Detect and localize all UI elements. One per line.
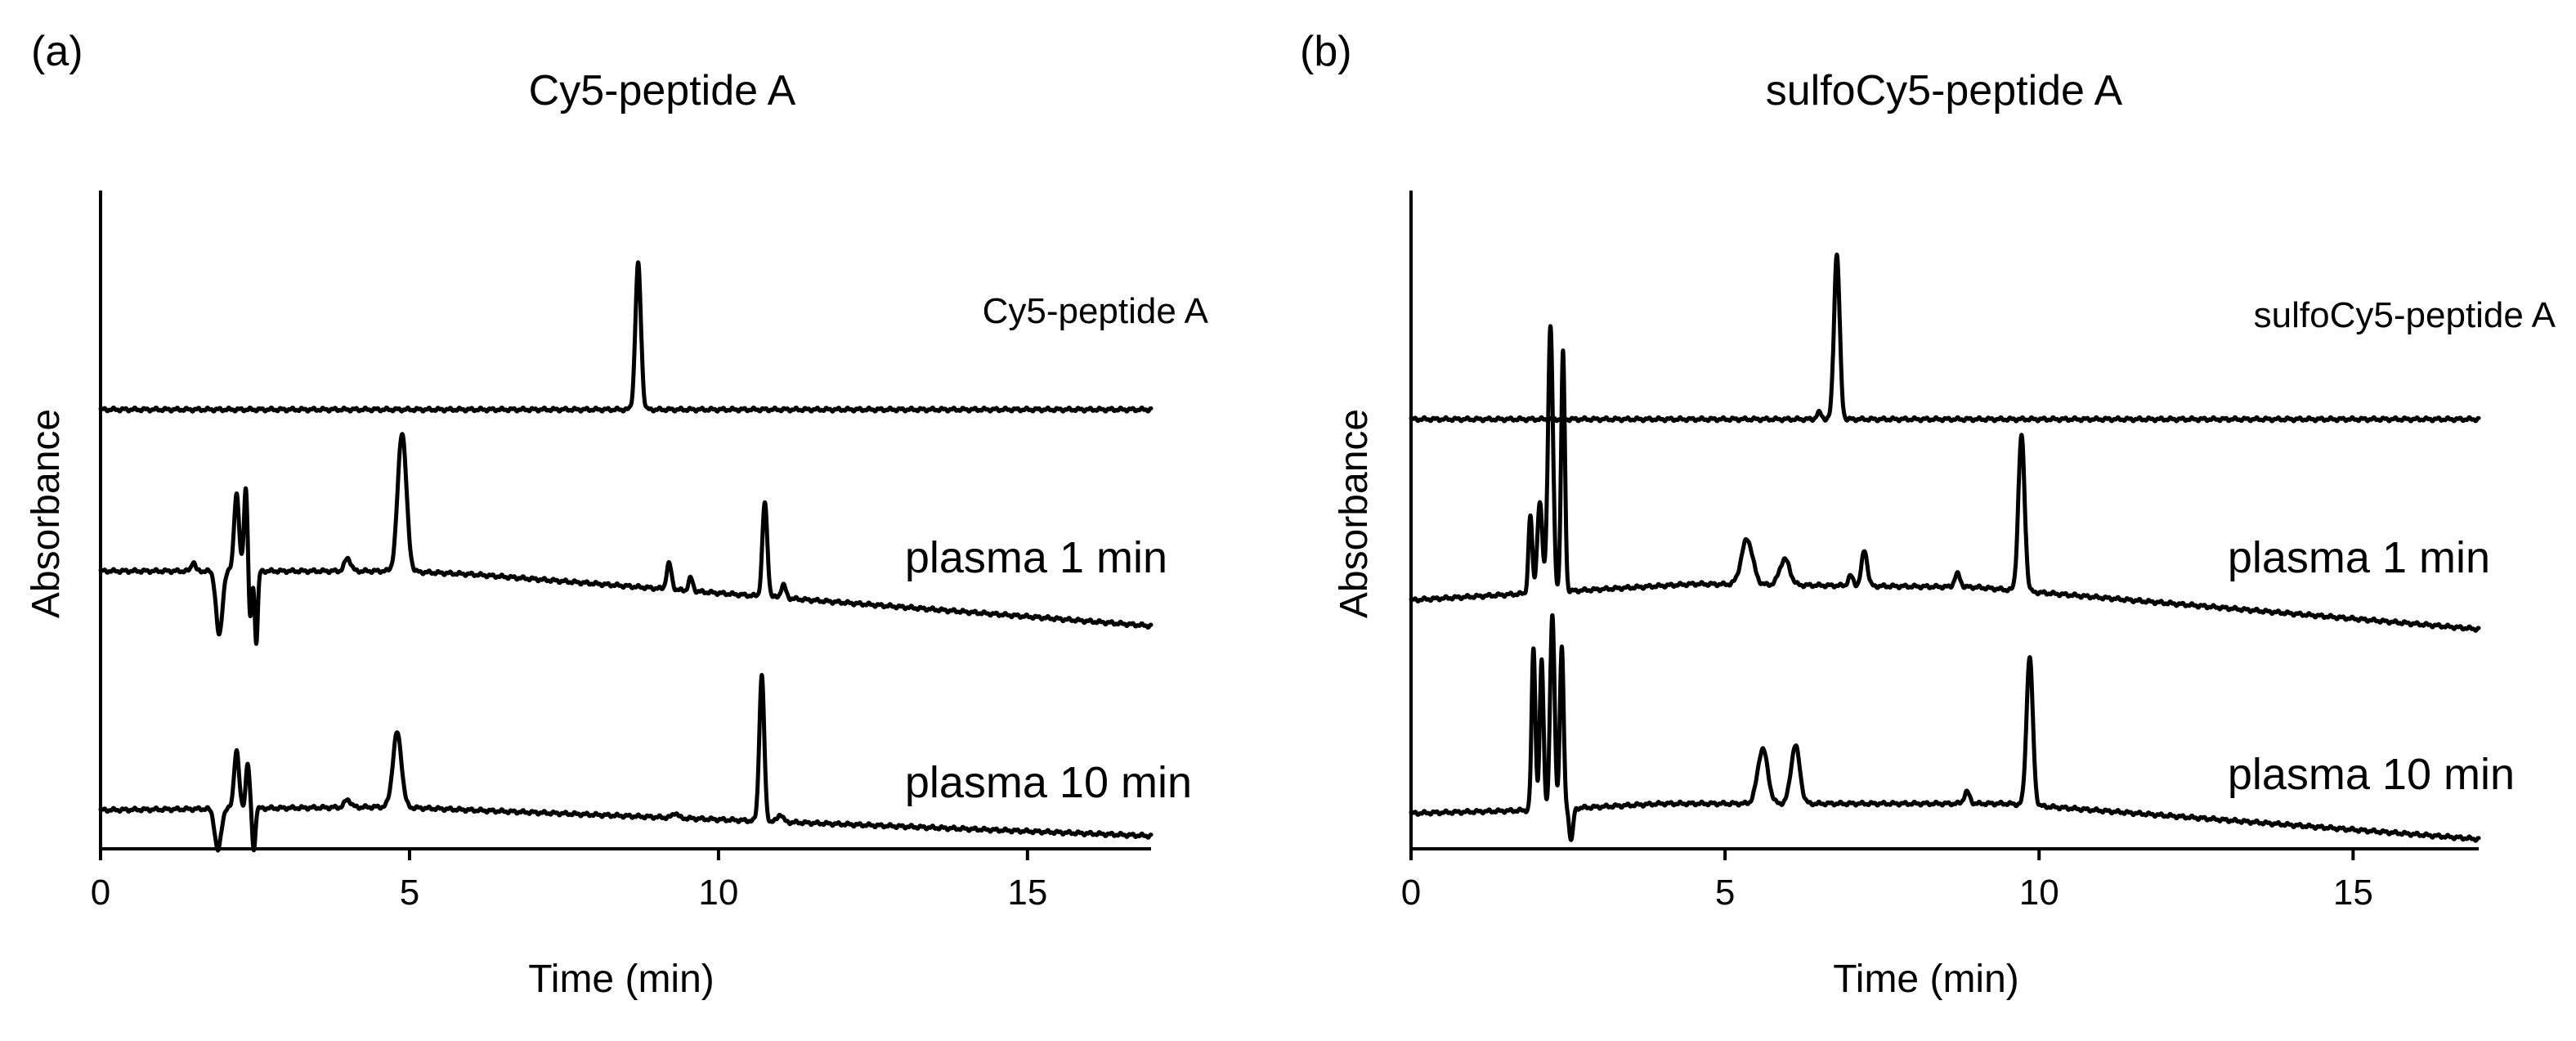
panel-a: (a) Cy5-peptide A Absorbance Time (min) … <box>25 28 1209 1001</box>
panel-a-trace-standard <box>98 260 1154 414</box>
panel-b-x-tick-label-0: 0 <box>1401 873 1421 913</box>
panel-a-x-tick-label-5: 5 <box>400 873 419 913</box>
panel-a-traces <box>98 260 1154 853</box>
panel-b-y-axis-label: Absorbance <box>1333 409 1376 618</box>
panel-b-traces <box>1409 252 2481 843</box>
panel-a-trace-plasma-10min <box>98 672 1154 853</box>
panel-a-trace-label-plasma-10min: plasma 10 min <box>905 758 1192 807</box>
panel-a-x-tick-label-10: 10 <box>698 873 738 913</box>
panel-a-y-axis-label: Absorbance <box>25 409 68 618</box>
panel-b: (b) sulfoCy5-peptide A Absorbance Time (… <box>1300 28 2556 1001</box>
panel-b-trace-plasma-10min <box>1409 612 2481 843</box>
panel-b-trace-label-plasma-1min: plasma 1 min <box>2228 533 2490 582</box>
panel-b-x-tick-label-10: 10 <box>2019 873 2059 913</box>
panel-b-x-tick-label-15: 15 <box>2333 873 2373 913</box>
panel-b-x-axis-label: Time (min) <box>1833 958 2019 1001</box>
panel-a-x-axis-label: Time (min) <box>528 958 715 1001</box>
panel-b-trace-plasma-1min <box>1409 324 2481 633</box>
panel-b-trace-label-standard: sulfoCy5-peptide A <box>2254 295 2556 335</box>
panel-b-letter: (b) <box>1300 28 1352 75</box>
panel-b-trace-label-plasma-10min: plasma 10 min <box>2228 750 2515 799</box>
panel-a-letter: (a) <box>31 28 83 75</box>
panel-b-ticks: 0 5 10 15 <box>1401 849 2373 913</box>
panel-b-x-tick-label-5: 5 <box>1715 873 1735 913</box>
panel-a-title: Cy5-peptide A <box>529 67 796 114</box>
panel-b-trace-standard <box>1409 252 2481 424</box>
panel-a-trace-plasma-1min <box>98 432 1154 646</box>
panel-a-x-tick-label-15: 15 <box>1007 873 1047 913</box>
panel-a-x-tick-label-0: 0 <box>91 873 110 913</box>
panel-b-title: sulfoCy5-peptide A <box>1766 67 2123 114</box>
panel-a-ticks: 0 5 10 15 <box>91 849 1047 913</box>
panel-a-trace-label-plasma-1min: plasma 1 min <box>905 533 1167 582</box>
panel-a-trace-label-standard: Cy5-peptide A <box>983 291 1209 331</box>
